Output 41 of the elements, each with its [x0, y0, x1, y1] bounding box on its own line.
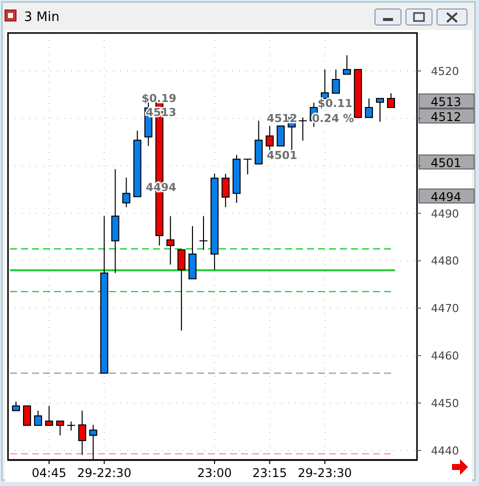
- x-tick-label: 23:15: [252, 466, 287, 480]
- candlestick: [276, 125, 285, 146]
- candlestick: [254, 120, 263, 164]
- x-tick-label: 29-22:30: [77, 466, 132, 480]
- text: 4494: [430, 190, 462, 204]
- candlestick: [199, 216, 208, 250]
- candlestick: [298, 116, 308, 142]
- y-tick-label: 4450: [431, 397, 459, 410]
- y-tick-label: 4480: [431, 254, 459, 268]
- candlestick: [56, 420, 64, 436]
- x-tick-label: 29-23:30: [298, 466, 352, 480]
- candlestick: [45, 405, 54, 426]
- text: 4513: [430, 95, 462, 109]
- annotation: $0.11: [318, 97, 352, 110]
- annotation: $0.19: [142, 92, 176, 105]
- text: 4512: [430, 110, 462, 124]
- annotation: 4501: [266, 149, 298, 162]
- candlestick: [376, 98, 384, 122]
- candlestick: [78, 410, 86, 456]
- candlestick: [387, 92, 396, 108]
- candlestick: [166, 216, 174, 266]
- candlestick: [23, 405, 32, 426]
- candlestick: [122, 177, 130, 208]
- candlestick: [243, 158, 252, 175]
- text: 4501: [430, 156, 462, 170]
- candlestick: [177, 249, 186, 331]
- y-tick-label: 4440: [431, 444, 459, 458]
- y-tick-label: 4490: [431, 207, 459, 220]
- candlestick: [342, 54, 351, 75]
- candlestick: [364, 98, 373, 118]
- x-tick-label: 23:00: [197, 466, 232, 480]
- y-tick-label: 4460: [431, 350, 459, 363]
- y-tick-label: 4470: [431, 302, 459, 316]
- candlestick: [34, 410, 42, 426]
- candlestick: [332, 69, 340, 94]
- x-tick-label: 04:45: [32, 466, 66, 480]
- chart-title: 3 Min: [24, 10, 60, 25]
- y-tick-label: 4520: [431, 64, 459, 78]
- candlestick: [66, 421, 76, 432]
- candlestick: [12, 401, 20, 412]
- candlestick: [222, 173, 230, 208]
